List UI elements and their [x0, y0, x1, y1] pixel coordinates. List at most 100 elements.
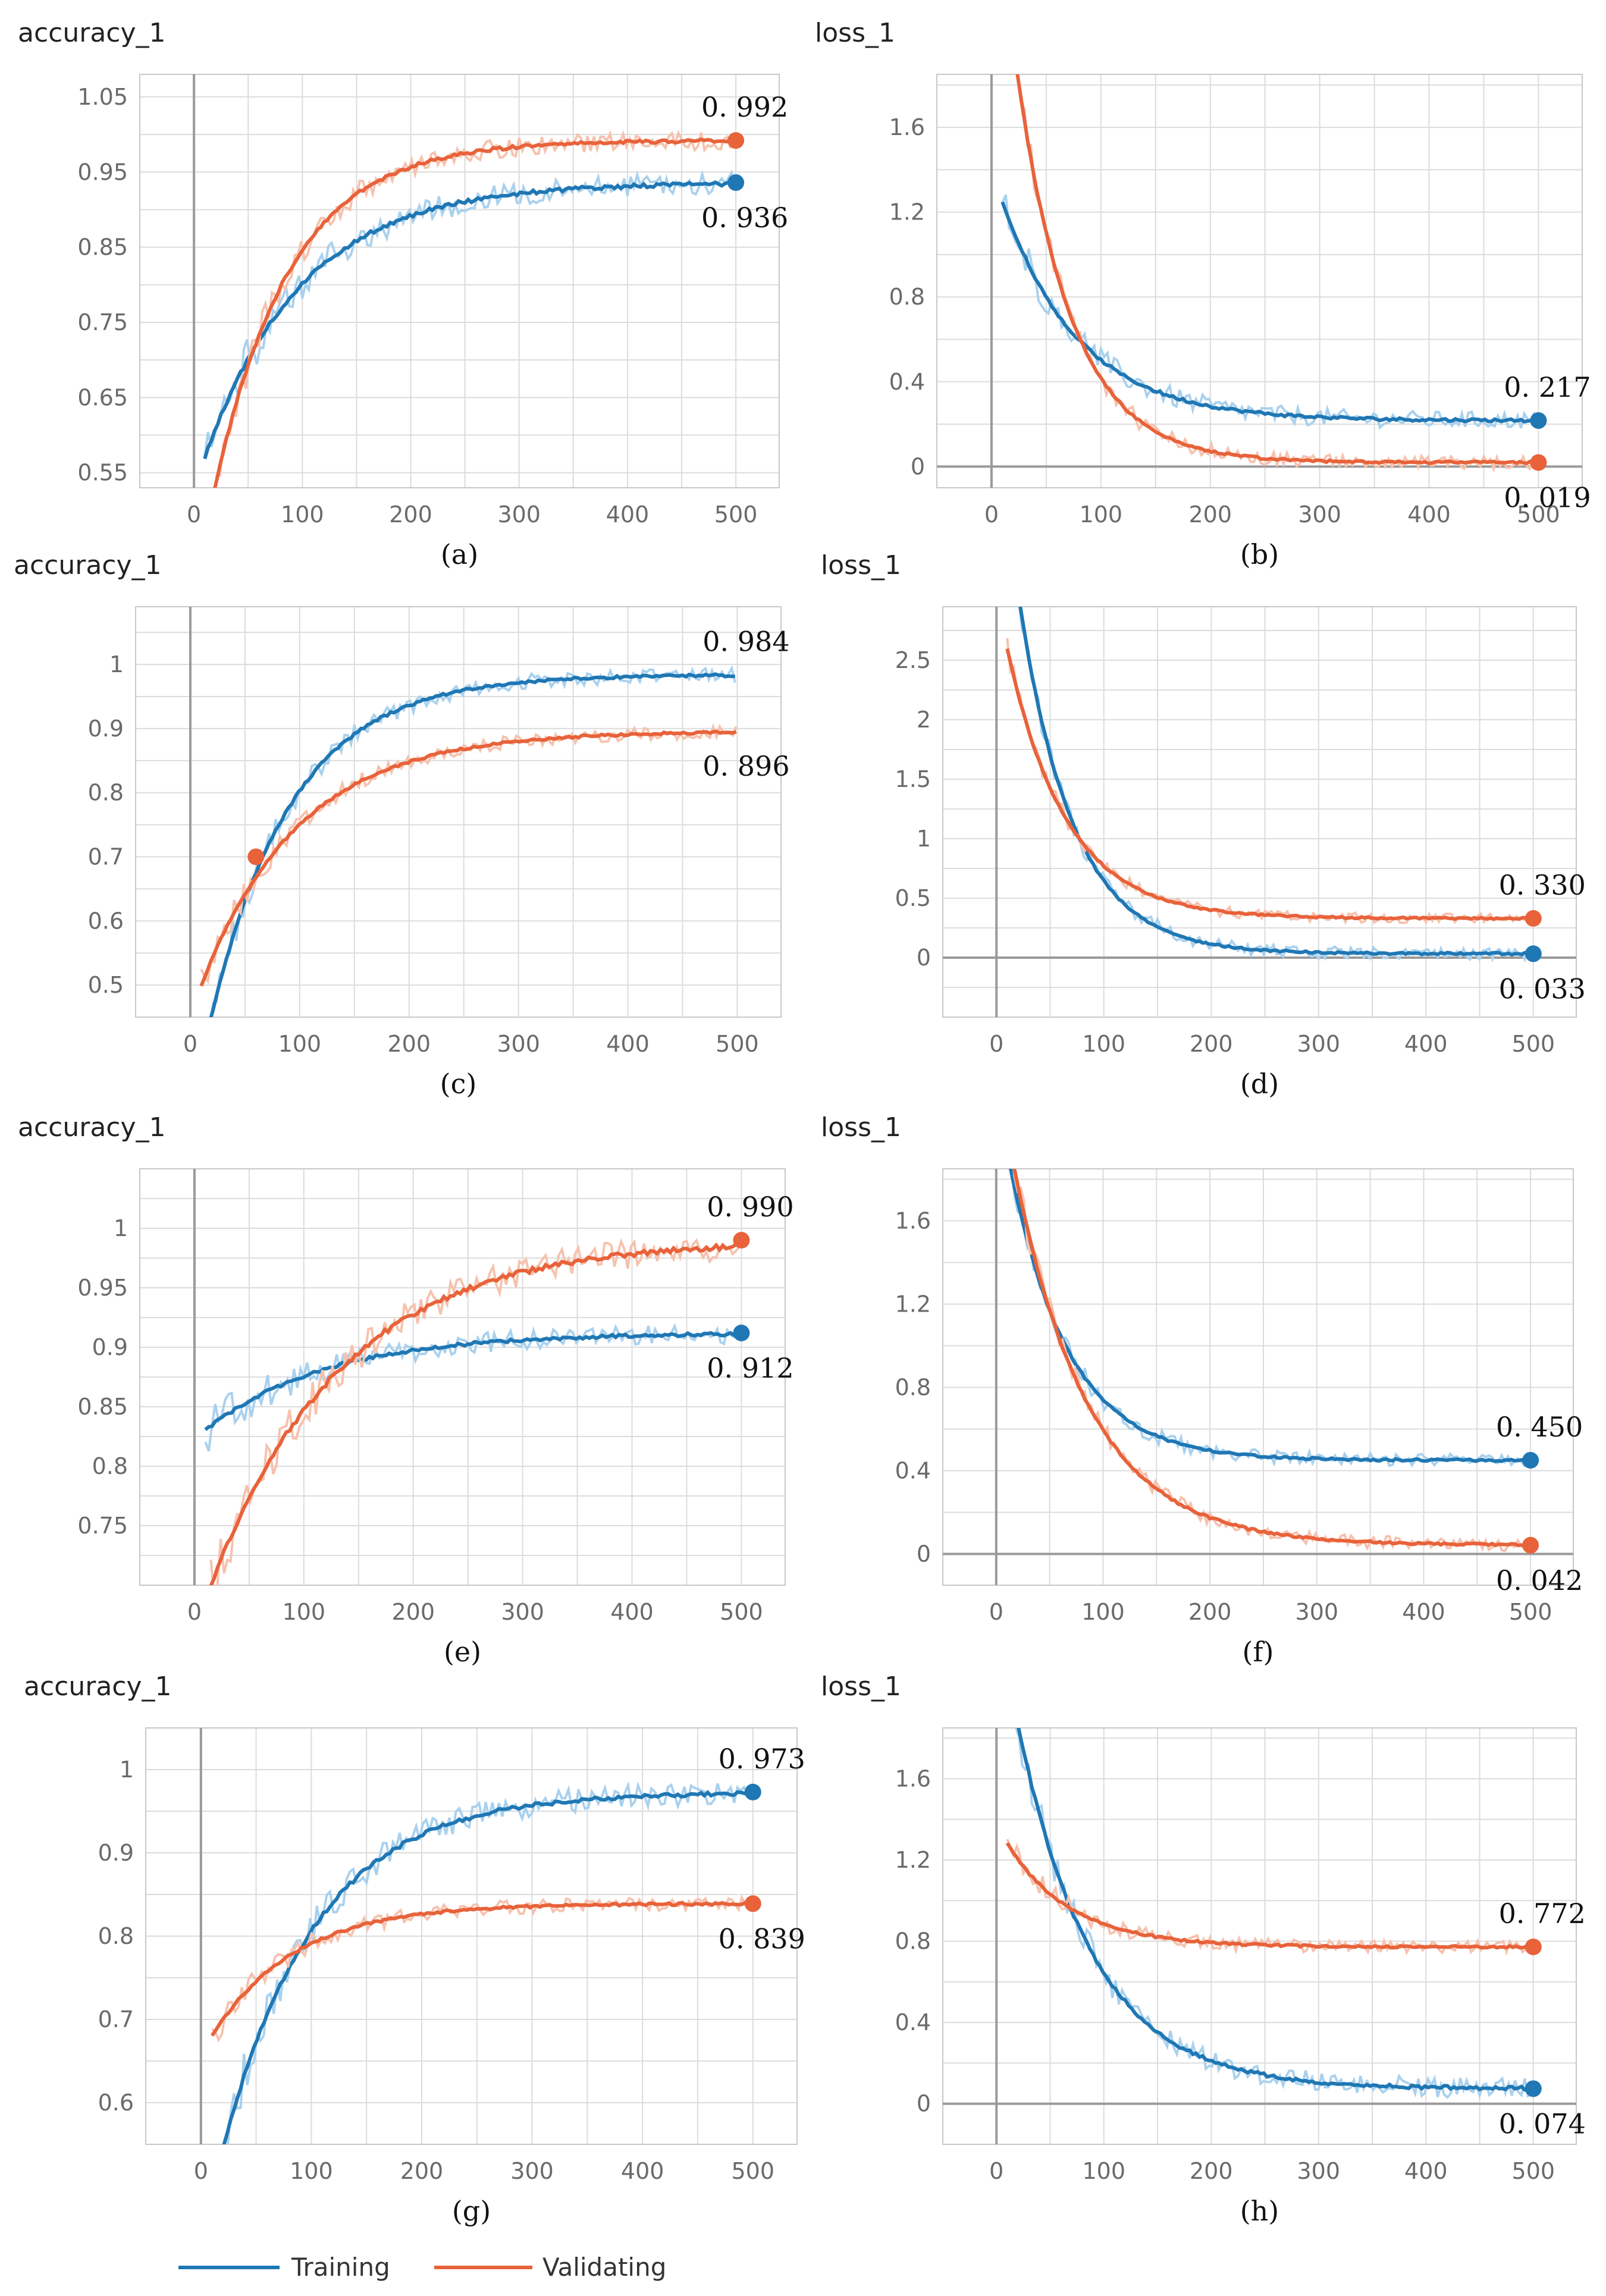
series-end-label: 0. 033 — [1499, 973, 1586, 1005]
y-tick-label: 0.8 — [895, 1375, 931, 1401]
series-raw-training — [222, 1781, 752, 2144]
series-line-validating — [1005, 1842, 1533, 1950]
series-end-marker — [1525, 945, 1542, 962]
y-tick-label: 1.6 — [895, 1765, 931, 1792]
x-tick-label: 400 — [606, 1031, 650, 1057]
series-line-validating — [1005, 648, 1533, 921]
x-tick-label: 400 — [1402, 1599, 1445, 1625]
y-tick-label: 0.4 — [895, 1458, 931, 1484]
y-tick-label: 0.65 — [77, 384, 128, 410]
x-tick-label: 400 — [610, 1599, 654, 1625]
y-tick-label: 1.2 — [895, 1847, 931, 1873]
x-tick-label: 500 — [1512, 2158, 1555, 2184]
y-tick-label: 1.2 — [895, 1291, 931, 1318]
series-end-marker — [727, 132, 745, 149]
series-raw-training — [203, 169, 736, 456]
y-tick-label: 1 — [114, 1215, 128, 1241]
x-tick-label: 0 — [194, 2158, 208, 2184]
series-end-marker — [1525, 910, 1542, 927]
y-tick-label: 0.8 — [889, 284, 925, 310]
y-tick-label: 2 — [917, 707, 931, 733]
series-line-training — [1017, 1728, 1532, 2092]
series-end-label: 0. 217 — [1504, 371, 1591, 403]
plot-frame — [145, 1727, 798, 2145]
panel-a: accuracy_1 0 100 200 300 400 500 0.55 0.65 0.75 0.… — [18, 18, 788, 570]
legend: Training Validating — [178, 2253, 666, 2282]
x-tick-label: 500 — [1509, 1599, 1552, 1625]
series-end-label: 0. 984 — [702, 625, 789, 657]
panel-c: accuracy_1 0 100 200 300 400 500 0.5 0.6 0.7 0.8 0.… — [14, 550, 790, 1100]
panel-d: loss_1 0 100 200 300 400 500 0 0.5 1 1.5 2 2.5 (d) 0. … — [821, 550, 1586, 1100]
panel-caption: (e) — [444, 1636, 481, 1668]
y-tick-label: 1.6 — [895, 1208, 931, 1234]
series-end-marker — [733, 1325, 750, 1341]
series-end-label: 0. 042 — [1496, 1564, 1583, 1596]
x-tick-label: 500 — [714, 501, 758, 528]
y-tick-label: 0 — [917, 1541, 931, 1567]
series-end-label: 0. 912 — [707, 1352, 793, 1384]
series-raw-training — [1010, 1169, 1532, 1468]
x-tick-label: 400 — [621, 2158, 664, 2184]
series-line-validating — [1015, 74, 1538, 466]
y-tick-label: 1.05 — [77, 84, 128, 110]
panel-title: loss_1 — [821, 1671, 901, 1702]
series-raw-validating — [1012, 1169, 1531, 1552]
plot-frame — [139, 74, 780, 488]
y-tick-label: 0.8 — [895, 1928, 931, 1955]
x-tick-label: 0 — [989, 2158, 1003, 2184]
series-end-marker — [727, 174, 745, 191]
series-end-label: 0. 896 — [702, 750, 789, 782]
y-tick-label: 0.6 — [88, 908, 124, 934]
y-tick-label: 0.8 — [92, 1453, 128, 1479]
panel-caption: (d) — [1240, 1068, 1279, 1100]
series-end-label: 0. 019 — [1504, 482, 1591, 514]
y-tick-label: 0.85 — [77, 234, 128, 261]
series-raw-validating — [1017, 74, 1538, 473]
series-line-training — [1000, 201, 1538, 424]
series-line-validating — [210, 1900, 752, 2037]
y-tick-label: 0.8 — [98, 1923, 134, 1949]
panel-caption: (c) — [440, 1068, 477, 1100]
series-end-marker — [1525, 1939, 1542, 1956]
y-tick-label: 1.5 — [895, 766, 931, 792]
series-end-marker — [1530, 412, 1547, 429]
series-end-marker — [1522, 1452, 1539, 1469]
series-end-label: 0. 450 — [1496, 1411, 1583, 1443]
plot-frame — [936, 74, 1583, 488]
legend-validating-label: Validating — [542, 2253, 666, 2282]
series-line-validating — [199, 729, 737, 987]
x-tick-label: 300 — [1296, 1599, 1339, 1625]
x-tick-label: 300 — [1297, 1031, 1341, 1057]
x-tick-label: 400 — [1407, 501, 1451, 528]
x-tick-label: 500 — [716, 1031, 759, 1057]
series-raw-validating — [209, 1238, 741, 1585]
y-tick-label: 1.2 — [889, 199, 925, 225]
series-raw-training — [204, 1323, 742, 1452]
panel-title: loss_1 — [821, 550, 901, 581]
y-tick-label: 0.85 — [77, 1394, 128, 1420]
y-tick-label: 0.95 — [77, 1275, 128, 1301]
series-end-marker — [1525, 2080, 1542, 2097]
x-tick-label: 400 — [1404, 1031, 1448, 1057]
panel-e: accuracy_1 0 100 200 300 400 500 0.75 0.8 0.85 0.9… — [18, 1112, 794, 1668]
panel-b: loss_1 0 100 200 300 400 500 0 0.4 0.8 1.2 1.6 (b) 0.… — [815, 18, 1591, 570]
y-tick-label: 0 — [917, 945, 931, 971]
y-tick-label: 0.9 — [98, 1840, 134, 1866]
y-tick-label: 0.7 — [88, 843, 124, 870]
series-end-label: 0. 973 — [719, 1743, 805, 1775]
panel-g: accuracy_1 0 100 200 300 400 500 0.6 0.7 0.8 0.9 1 (… — [24, 1671, 805, 2227]
panel-caption: (a) — [441, 538, 478, 570]
x-tick-label: 200 — [1190, 2158, 1233, 2184]
x-tick-label: 0 — [187, 501, 201, 528]
y-tick-label: 1 — [120, 1756, 134, 1783]
panel-caption: (b) — [1240, 538, 1279, 570]
series-line-validating — [209, 1242, 740, 1585]
panel-h: loss_1 0 100 200 300 400 500 0 0.4 0.8 1.2 1.6 (h) 0.… — [821, 1671, 1586, 2227]
x-tick-label: 100 — [290, 2158, 333, 2184]
y-tick-label: 0.9 — [88, 716, 124, 742]
series-end-label: 0. 936 — [701, 202, 788, 234]
y-tick-label: 0.5 — [88, 972, 124, 998]
series-raw-training — [209, 665, 736, 1017]
x-tick-label: 0 — [989, 1031, 1003, 1057]
